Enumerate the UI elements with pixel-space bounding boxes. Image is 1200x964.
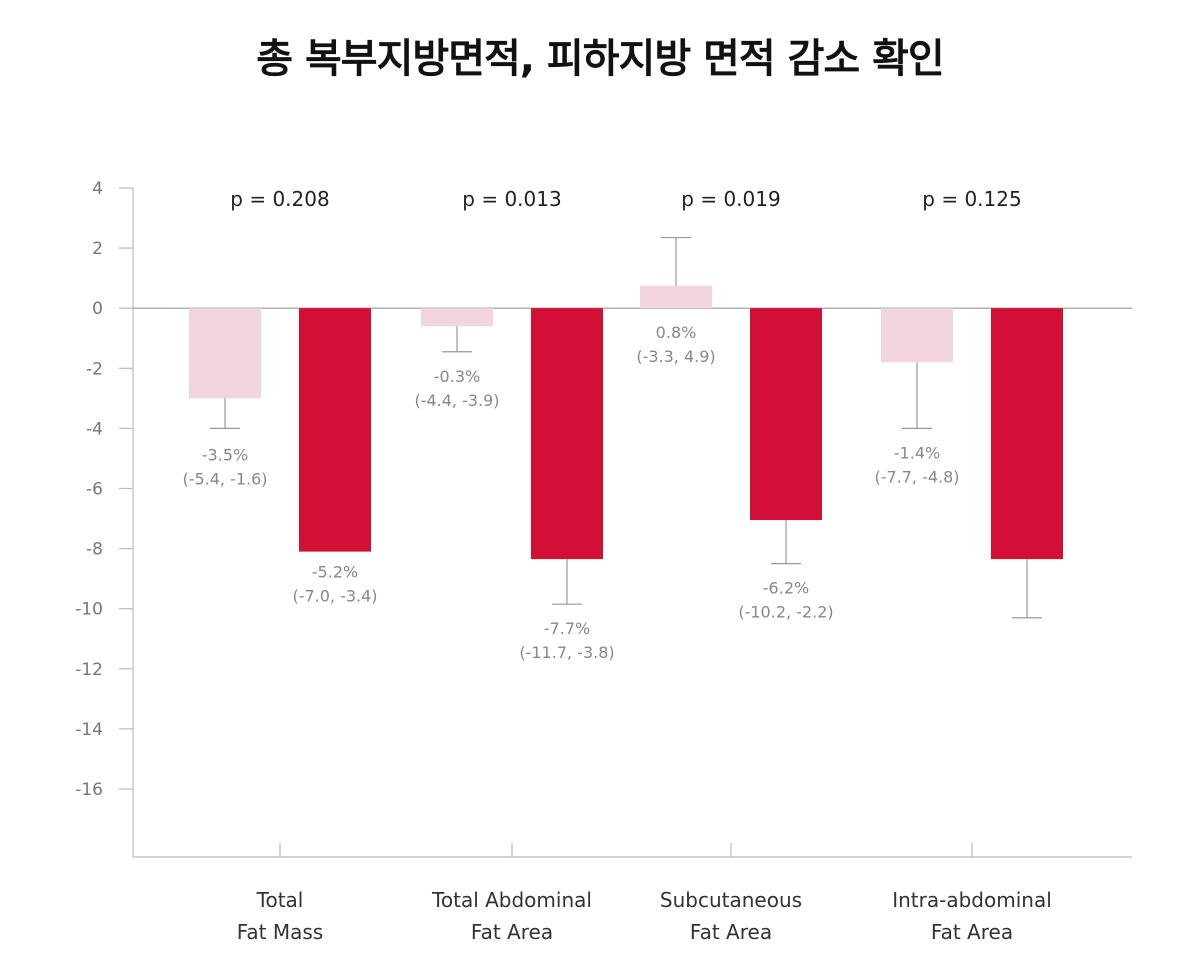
p-value-label: p = 0.013 [462, 187, 561, 211]
data-label: (-7.0, -3.4) [292, 587, 377, 606]
labels: Total Fat Mass p = 0.208 Total Abdominal Fat… [182, 187, 1051, 944]
error-bars [210, 236, 1042, 619]
y-tick-label: -6 [86, 480, 103, 500]
chart-title: 총 복부지방면적, 피하지방 면적 감소 확인 [256, 36, 944, 82]
bar [421, 308, 493, 327]
bar [991, 308, 1063, 560]
category-label: Fat Area [471, 920, 553, 944]
category-label: Fat Area [931, 920, 1013, 944]
y-tick-label: -4 [86, 419, 103, 439]
y-tick-label: -14 [75, 720, 103, 740]
y-tick-label: -10 [75, 600, 103, 620]
p-value-label: p = 0.208 [230, 187, 329, 211]
p-value-label: p = 0.125 [922, 187, 1021, 211]
category-label: Intra-abdominal [892, 888, 1052, 912]
data-label: -7.7% [544, 619, 590, 638]
bars [189, 285, 1063, 560]
y-tick-label: -12 [75, 660, 103, 680]
bar [750, 308, 822, 521]
data-label: (-10.2, -2.2) [738, 603, 833, 622]
y-tick-label: 4 [92, 179, 103, 199]
category-label: Total [256, 888, 304, 912]
data-label: (-7.7, -4.8) [874, 467, 959, 486]
axes: 4 2 0 -2 -4 -6 -8 -10 -12 -14 -16 [75, 179, 1132, 858]
data-label: -6.2% [763, 579, 809, 598]
category-label: Fat Area [690, 920, 772, 944]
bar [299, 308, 371, 552]
bar [189, 308, 261, 399]
category-label: Total Abdominal [431, 888, 592, 912]
data-label: -3.5% [202, 445, 248, 464]
y-tick-label: -16 [75, 780, 103, 800]
y-tick-label: 0 [92, 299, 103, 319]
y-tick-label: -8 [86, 540, 103, 560]
data-label: (-11.7, -3.8) [519, 643, 614, 662]
data-label: (-3.3, 4.9) [636, 347, 715, 366]
y-tick-label: -2 [86, 359, 103, 379]
y-tick-label: 2 [92, 239, 103, 259]
category-label: Fat Mass [237, 920, 323, 944]
category-label: Subcutaneous [660, 888, 802, 912]
bar [531, 308, 603, 560]
data-label: -0.3% [434, 367, 480, 386]
data-label: 0.8% [656, 323, 697, 342]
data-label: -5.2% [312, 563, 358, 582]
data-label: (-5.4, -1.6) [182, 469, 267, 488]
bar [881, 308, 953, 363]
data-label: (-4.4, -3.9) [414, 391, 499, 410]
bar [640, 285, 712, 309]
data-label: -1.4% [894, 443, 940, 462]
p-value-label: p = 0.019 [681, 187, 780, 211]
